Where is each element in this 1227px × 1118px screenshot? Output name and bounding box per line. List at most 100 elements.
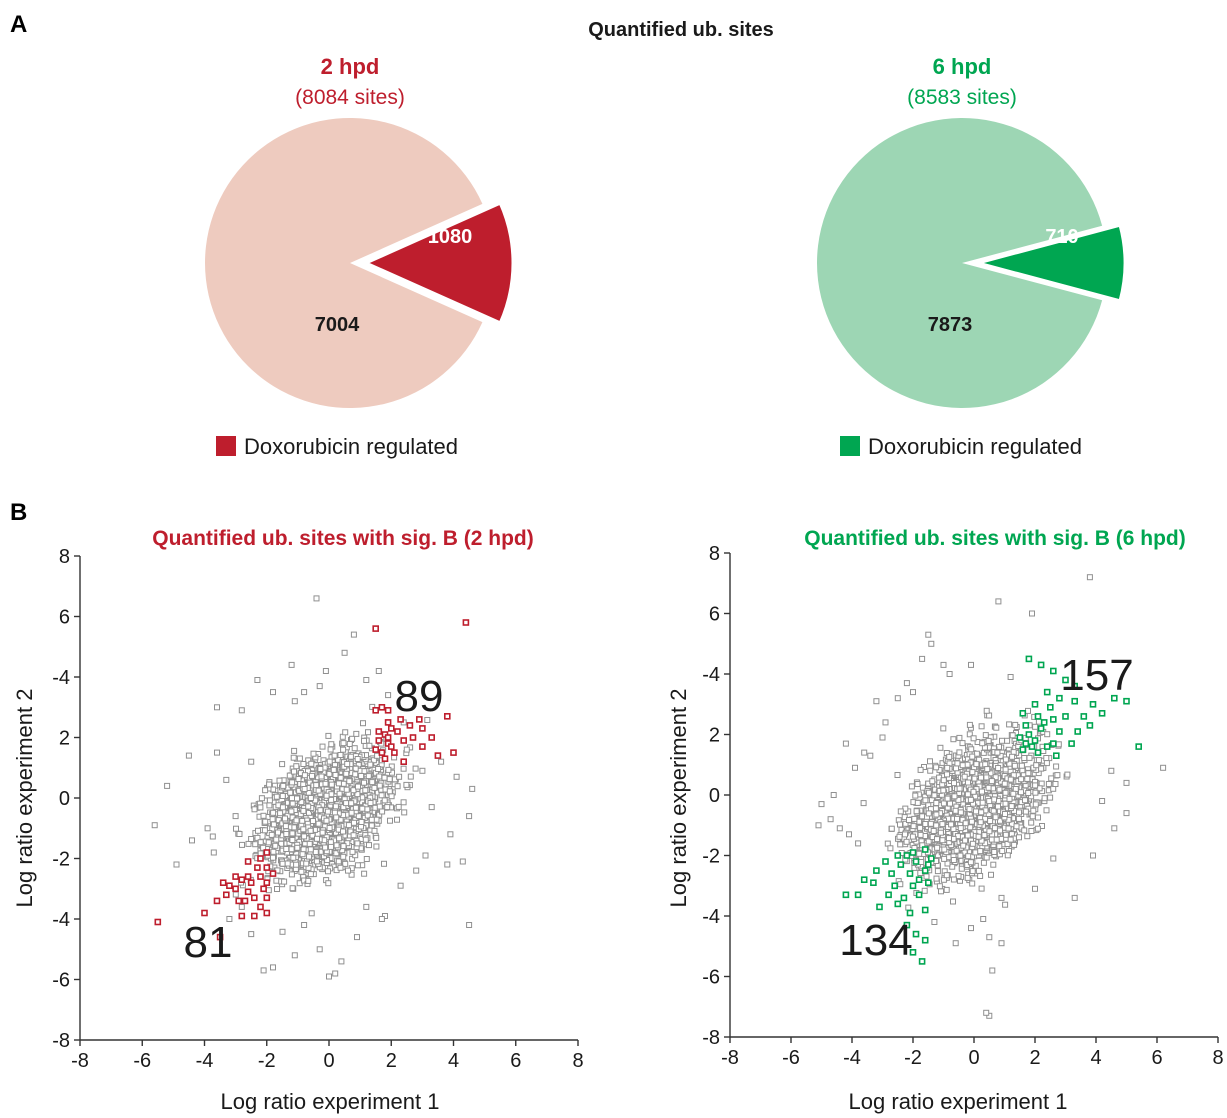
data-point (254, 677, 261, 683)
data-point-cloud (275, 817, 282, 824)
data-point-cloud (308, 910, 315, 917)
data-point-significant (213, 897, 221, 905)
data-point-cloud (307, 871, 314, 878)
data-point-significant (251, 894, 258, 902)
data-point-cloud (257, 839, 264, 846)
data-point-cloud (1006, 721, 1013, 728)
data-point (291, 698, 298, 705)
data-point-significant (254, 864, 261, 871)
data-point-cloud (1054, 772, 1061, 779)
data-point-cloud (379, 808, 386, 815)
data-point-cloud (345, 867, 351, 874)
data-point-cloud (323, 792, 330, 799)
data-point-significant (419, 743, 426, 750)
data-point-cloud (943, 886, 950, 893)
data-point-cloud (381, 797, 388, 804)
data-point-cloud (956, 734, 963, 741)
data-point-cloud (361, 768, 368, 775)
x-tick-label: -4 (196, 1050, 214, 1072)
data-point-cloud (291, 747, 298, 754)
y-tick-label: 2 (59, 728, 70, 750)
data-point-cloud (270, 821, 277, 828)
data-point-cloud (368, 816, 375, 823)
data-point-cloud (260, 812, 267, 819)
data-point-significant (400, 737, 408, 744)
data-point-cloud (279, 804, 286, 811)
data-point-cloud (265, 839, 272, 846)
data-point-cloud (299, 851, 306, 858)
data-point-cloud (303, 860, 310, 867)
data-point-cloud (360, 720, 366, 727)
data-point-cloud (401, 809, 408, 816)
data-point-cloud (313, 782, 320, 789)
y-axis-label-2hpd: Log ratio experiment 2 (12, 689, 37, 908)
data-point-cloud (355, 813, 362, 820)
data-point-cloud (394, 816, 400, 823)
data-point-cloud (301, 833, 308, 840)
data-point-significant (387, 743, 395, 750)
data-point-cloud (340, 828, 346, 835)
data-point-cloud (315, 820, 322, 827)
pie-slice-label-1080: 1080 (428, 226, 473, 248)
data-point-cloud (353, 730, 360, 737)
data-point-significant (247, 879, 255, 887)
data-point-cloud (314, 835, 320, 842)
data-point (214, 704, 220, 711)
panel-label-b: B (10, 499, 27, 526)
data-point-cloud (293, 861, 300, 868)
legend-swatch-2hpd (216, 436, 236, 456)
data-point-cloud (897, 808, 904, 815)
data-point-cloud (270, 848, 277, 855)
data-point-cloud (350, 787, 357, 794)
data-point-cloud (306, 853, 312, 860)
data-point-significant (387, 725, 395, 732)
data-point-cloud (903, 838, 910, 845)
scatter-points-2hpd (151, 595, 476, 980)
data-point-significant (235, 897, 242, 905)
data-point-cloud (340, 746, 347, 753)
data-point-significant (372, 706, 380, 714)
data-point-cloud (381, 774, 388, 781)
data-point-significant (263, 849, 271, 856)
data-point-cloud (1050, 785, 1057, 792)
data-point (316, 683, 323, 690)
y-tick-label: -2 (52, 849, 70, 871)
data-point-cloud (283, 831, 290, 837)
pie-subtitle-2hpd: (8084 sites) (295, 86, 405, 109)
data-point (210, 849, 217, 856)
data-point-significant (244, 888, 252, 896)
data-point-cloud (328, 741, 335, 748)
data-point-significant (450, 749, 457, 756)
data-point-cloud (959, 740, 966, 747)
data-point-cloud (363, 856, 370, 862)
data-point-cloud (921, 887, 928, 894)
data-point (185, 752, 192, 759)
data-point-cloud (336, 790, 343, 797)
data-point-cloud (1035, 814, 1041, 821)
data-point-cloud (298, 799, 305, 806)
data-point-cloud (396, 773, 403, 780)
data-point-cloud (359, 805, 366, 812)
data-point-significant (226, 882, 233, 890)
data-point-cloud (318, 773, 325, 780)
data-point-cloud (299, 818, 306, 824)
data-point-cloud (300, 807, 307, 814)
data-point-cloud (1044, 731, 1051, 738)
data-point-cloud (358, 773, 365, 779)
data-point-cloud (258, 795, 265, 802)
data-point-cloud (918, 859, 925, 865)
count-label-89: 89 (395, 672, 444, 721)
data-point-significant (400, 758, 408, 766)
data-point-cloud (289, 800, 296, 807)
data-point-cloud (1035, 757, 1042, 764)
data-point-cloud (1028, 819, 1035, 826)
data-point-cloud (1048, 775, 1055, 782)
data-point-cloud (262, 818, 269, 825)
data-point-cloud (367, 800, 374, 806)
data-point-cloud (332, 772, 339, 778)
data-point-cloud (324, 857, 331, 863)
data-point-cloud (342, 729, 349, 736)
data-point (466, 813, 473, 820)
data-point-significant (375, 728, 383, 735)
data-point-cloud (400, 765, 407, 772)
